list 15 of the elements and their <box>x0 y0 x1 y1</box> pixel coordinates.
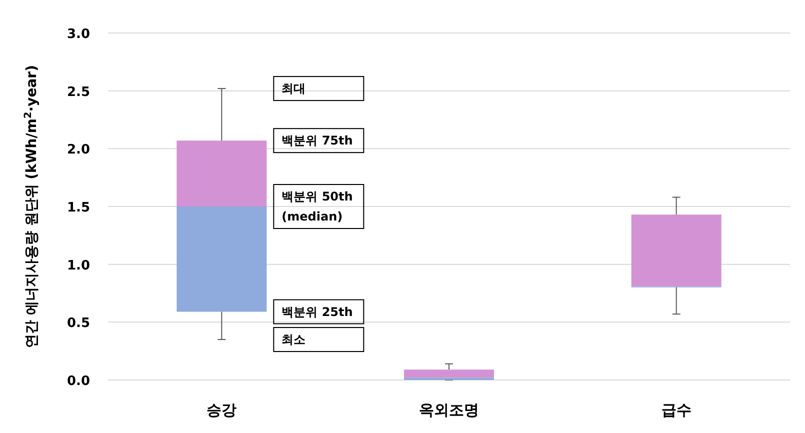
annotation: 최소 <box>282 332 306 347</box>
x-tick-label: 급수 <box>661 401 692 419</box>
annotation: 백분위 50th (median) <box>282 190 353 224</box>
annotation: 최대 <box>282 82 306 96</box>
x-tick-label: 옥외조명 <box>419 401 479 419</box>
y-tick-label: 1.0 <box>66 258 90 274</box>
x-tick-label: 승강 <box>206 401 237 419</box>
y-tick-label: 2.0 <box>66 142 90 158</box>
y-tick-label: 3.0 <box>66 27 90 42</box>
y-tick-label: 2.5 <box>66 84 90 100</box>
y-tick-label: 0.5 <box>66 316 90 332</box>
y-tick-label: 0.0 <box>66 374 90 389</box>
annotation: 백분위 25th <box>282 304 353 319</box>
annotation: 백분위 75th <box>282 134 353 148</box>
y-tick-label: 1.5 <box>66 200 90 216</box>
